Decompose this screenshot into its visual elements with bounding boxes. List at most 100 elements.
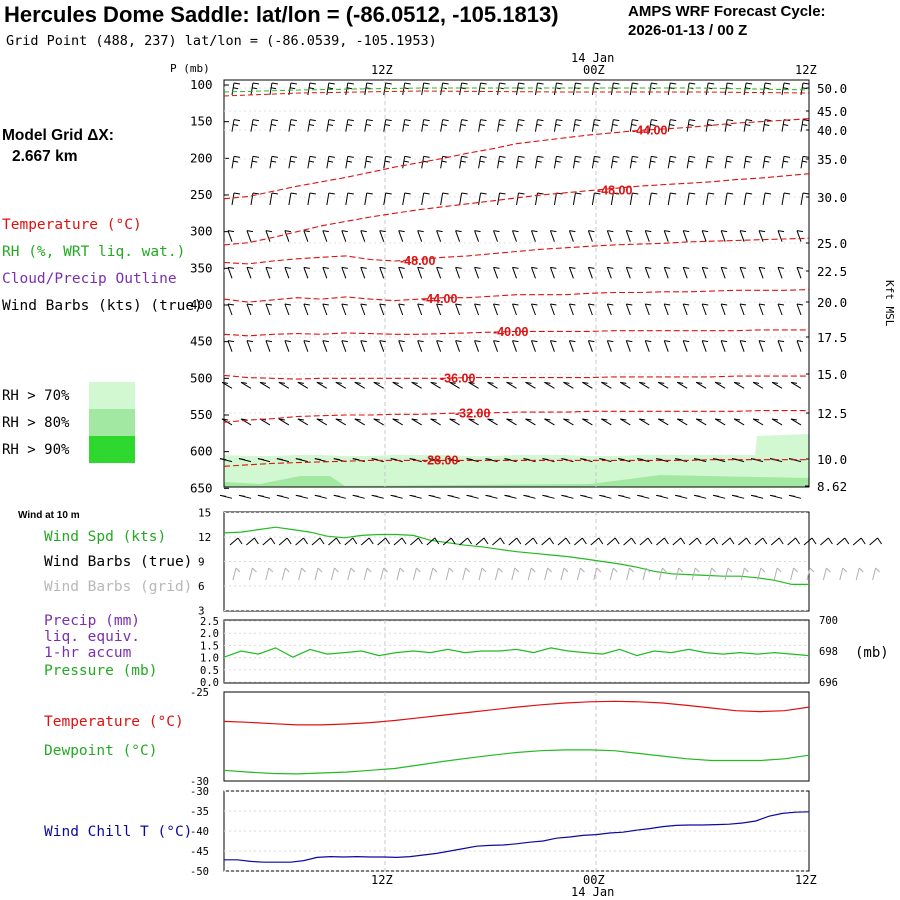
wind-barb-true [426,537,436,546]
wind-barb-feather [341,303,348,306]
y-tick-label: 450 [190,334,213,349]
wind-barb [618,494,631,499]
wind-barb-feather [721,303,728,306]
wind-barb [694,494,707,499]
y-tick-label: 650 [190,480,213,495]
wind-barb-feather [650,160,656,163]
wind-barb-feather [536,123,542,126]
wind-barb-staff [474,340,480,352]
wind-barb-staff [455,340,461,352]
wind-barb-feather [373,418,380,421]
precip-tick-label: 1.0 [200,653,219,665]
wind-barb-staff [303,230,309,242]
wind-barb-feather [265,303,273,306]
wind-barb-true-feather [385,537,391,545]
wind-barb [265,266,273,279]
wind-barb-true-feather [827,537,833,545]
wind-barb-staff [796,230,802,242]
wind-barb-staff [364,82,368,96]
wind-barb [516,192,525,206]
wind-barb [269,155,279,169]
wind-barb-feather [271,123,277,126]
wind-barb-staff [648,119,652,132]
wind-barb-true [246,537,255,546]
wind-barb-feather [398,230,405,233]
wind-barb-true [442,537,452,546]
wind-barb-feather [316,418,323,421]
wind-barb [724,155,734,169]
wind-barb-grid-feather [826,567,831,573]
wind-barb-grid [396,567,401,581]
wind-barb-grid-feather [416,567,421,573]
wind-barb-grid-feather [498,567,503,573]
wind-barb-feather [702,303,709,306]
cross-section-frame [223,79,810,488]
wind-barb [752,381,764,389]
wind-barb-feather [271,160,277,163]
wind-barb-staff [610,82,614,96]
wind-barb [705,192,715,206]
wind-barb-feather [233,87,239,90]
wind-barb-feather [688,160,694,163]
wind-barb-staff [398,303,404,316]
wind-barb-staff [250,192,254,206]
rh80-swatch [89,409,135,436]
wind-barb-staff [758,230,764,242]
wind-barb-staff [478,192,482,206]
wind-barb [549,340,557,352]
wind-barb-staff [493,303,499,316]
wind-barb [534,82,544,96]
wind-barb-staff [629,192,633,206]
wind-barb-staff [259,418,271,426]
wind-barb-feather [582,381,589,384]
wind-barb-staff [402,192,406,206]
wind-barb-feather [537,119,544,122]
top-date-label: 14 Jan [571,51,615,65]
wind-barb-true [262,537,272,546]
wind-barb-feather [708,155,715,158]
wind-barb-staff [781,192,785,206]
wind-barb [648,119,658,132]
wind-barb [468,381,479,389]
wind-barb-feather [715,381,722,384]
wind-barb-feather [708,82,715,85]
wind-barb [345,192,354,206]
wind-barb-feather [238,458,246,461]
wind-barb-feather [651,192,658,195]
wind-barb-feather [233,155,241,158]
wind-barb [701,340,709,352]
wind-barb [284,266,291,279]
wind-barb-true [574,537,583,546]
wind-barb-staff [512,230,517,242]
wind-barb [777,266,785,279]
wind-barb [781,192,791,206]
wind-barb [796,230,804,242]
wind-barb-staff [497,82,501,96]
wind-barb-feather [802,155,810,158]
wind-barb [516,155,525,169]
wind-barb-feather [227,340,235,343]
wind-barb [553,82,563,96]
wind-barb-grid-feather [842,567,848,573]
wind-barb-staff [354,418,366,426]
wind-barb [227,303,235,316]
wind-barb-feather [632,155,639,158]
wind-barb-feather [246,340,254,343]
wind-barb-feather [669,123,675,126]
wind-barb-grid [298,567,303,581]
wind-barb-staff [516,119,519,132]
wind-barb [743,192,753,206]
wind-barb [421,192,430,206]
wind-barb-staff [246,303,252,316]
wind-barb [284,230,291,242]
wind-barb-staff [227,340,233,352]
wind-barb-feather [360,340,367,343]
isotherm-line [223,459,809,467]
wind-barb-staff [762,119,766,132]
wind-barb [497,192,506,206]
wind-barb [637,494,650,499]
wind-barb-feather [233,119,241,122]
wind-barb-staff [530,340,536,352]
wind-barb-feather [309,119,316,122]
wind-barb-feather [715,418,722,421]
